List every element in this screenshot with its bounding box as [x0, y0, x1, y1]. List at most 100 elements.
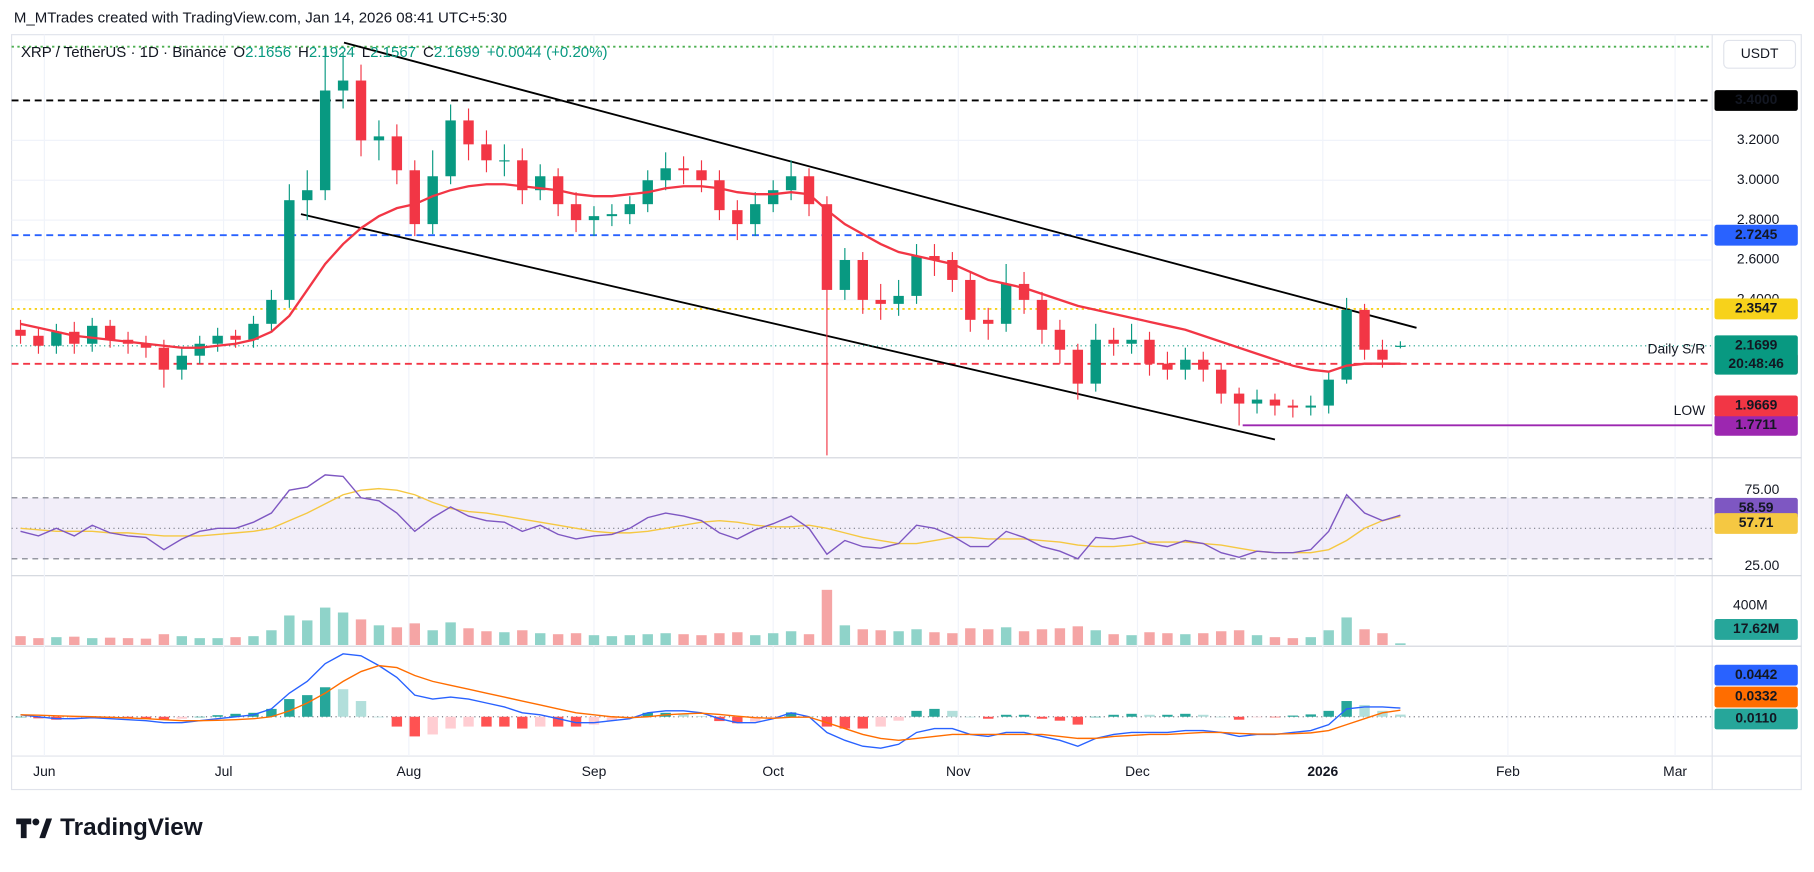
watermark: M_MTrades created with TradingView.com, … — [14, 9, 507, 26]
macd-histogram — [1108, 714, 1119, 717]
candle-body — [284, 200, 295, 300]
volume-bar — [319, 607, 331, 646]
candle-body — [1126, 339, 1137, 344]
candle-body — [535, 176, 546, 191]
candle-body — [947, 260, 958, 280]
volume-bar — [1215, 631, 1227, 646]
rsi-line — [20, 474, 1401, 560]
candle-body — [1054, 329, 1066, 350]
volume-bar — [409, 623, 420, 646]
volume-bar — [893, 631, 904, 646]
currency-button[interactable] — [1723, 39, 1797, 69]
macd-histogram — [266, 708, 277, 717]
macd-histogram — [69, 716, 80, 720]
candle-body — [1000, 283, 1012, 324]
ohlc-value: 2.1699 — [434, 44, 480, 61]
macd-histogram — [929, 708, 940, 717]
volume-bar — [194, 638, 205, 646]
macd-histogram — [678, 713, 689, 717]
candle-body — [104, 325, 116, 340]
volume-bar — [122, 638, 134, 646]
x-tick-label: Jul — [215, 763, 233, 779]
volume-bar — [1162, 633, 1173, 646]
candle-body — [750, 204, 761, 225]
candle-body — [1287, 405, 1299, 408]
macd-histogram — [911, 710, 922, 717]
level-note: LOW — [1674, 402, 1707, 418]
macd-histogram — [1144, 714, 1155, 717]
price-tag-label: 3.4000 — [1735, 91, 1778, 107]
moving-average — [20, 183, 1401, 373]
macd-histogram — [463, 716, 474, 727]
candle-body — [839, 260, 851, 290]
price-tag-label: 0.0110 — [1735, 710, 1777, 726]
volume-bar — [929, 632, 940, 646]
candle-body — [1162, 363, 1173, 370]
currency[interactable]: USDT — [1741, 45, 1779, 61]
macd-histogram — [965, 716, 976, 718]
x-tick-label: Nov — [946, 763, 971, 779]
volume-bar — [87, 638, 98, 646]
price-tag-label: 0.0332 — [1735, 688, 1778, 704]
macd-histogram — [427, 716, 438, 735]
candle-body — [983, 319, 994, 324]
macd-histogram — [212, 715, 223, 717]
volume-bar — [481, 631, 492, 646]
volume-bar — [499, 632, 510, 646]
volume-bar — [1126, 635, 1137, 646]
candle-body — [463, 120, 474, 145]
volume-bar — [767, 633, 779, 646]
volume-bar — [552, 634, 564, 646]
candle-body — [158, 347, 170, 370]
x-tick-label: Aug — [397, 763, 422, 779]
axes: Jun Jul Aug Sep Oct Nov Dec 2026 Feb Mar 3.2000 3.0… — [33, 90, 1798, 779]
price-pane — [11, 41, 1713, 456]
brand: TradingView — [60, 814, 203, 841]
macd-histogram — [732, 716, 743, 724]
volume-bar — [463, 628, 474, 646]
candle-body — [140, 343, 152, 348]
price-tag — [1714, 335, 1798, 375]
volume-bar — [302, 620, 313, 646]
price-tag-label: 2.7245 — [1735, 226, 1778, 242]
candle-body — [875, 299, 886, 304]
candle-body — [714, 180, 725, 211]
candle-body — [302, 190, 313, 201]
macd-histogram — [481, 716, 492, 727]
volume-bar — [104, 637, 116, 646]
volume-bar — [678, 634, 689, 646]
volume-bar — [1036, 629, 1048, 646]
candle-body — [391, 136, 403, 171]
ohlc-key: H — [298, 44, 309, 61]
macd-histogram — [821, 716, 833, 727]
candle-body — [319, 90, 331, 191]
volume-bar — [176, 636, 188, 646]
candle-body — [1395, 345, 1406, 347]
candle-body — [427, 176, 438, 225]
y-tick-label: 2.8000 — [1737, 211, 1780, 227]
candle-body — [1233, 393, 1245, 404]
candle-body — [821, 204, 833, 290]
macd-histogram — [15, 716, 26, 718]
candle-body — [1108, 339, 1119, 344]
macd-histogram — [1269, 716, 1281, 718]
volume-bar — [588, 635, 600, 646]
volume-bar — [1251, 635, 1263, 646]
volume-bar — [714, 633, 725, 646]
price-tag — [1714, 686, 1798, 708]
macd-histogram — [1287, 715, 1299, 717]
macd-histogram — [176, 716, 188, 719]
macd-histogram — [158, 716, 170, 720]
volume-bar — [355, 619, 367, 646]
macd-histogram — [1323, 710, 1334, 717]
candle-body — [803, 176, 815, 205]
rsi-ma — [20, 487, 1401, 554]
candle-body — [337, 80, 349, 91]
x-tick-label: 2026 — [1307, 763, 1338, 779]
macd-histogram — [319, 687, 331, 717]
volume-bar — [1287, 638, 1299, 646]
macd-histogram — [1377, 710, 1388, 717]
candle-body — [893, 295, 904, 304]
candle-body — [248, 323, 259, 340]
